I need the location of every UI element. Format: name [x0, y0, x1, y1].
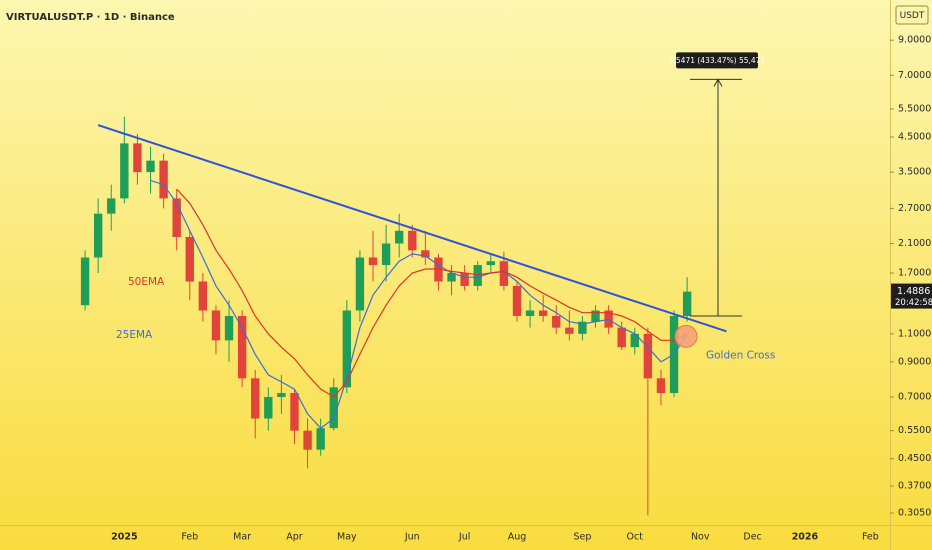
candle-body: [486, 261, 495, 266]
candle-body: [146, 160, 155, 173]
y-tick-label: 0.5500: [898, 425, 931, 436]
x-tick-label: Nov: [691, 532, 710, 543]
candle-body: [290, 393, 299, 431]
candle-body: [251, 378, 260, 419]
candle-body: [499, 261, 509, 286]
ema-line: [176, 188, 688, 398]
y-tick-label: 2.1000: [898, 238, 931, 249]
candle-body: [460, 273, 469, 286]
candle-body: [93, 213, 103, 258]
x-tick-label: Jul: [458, 532, 470, 543]
measure-label: 5.5471 (433.47%) 55,471: [669, 56, 766, 65]
countdown-label: 20:42:58: [895, 298, 932, 308]
measure-label-box: [676, 52, 758, 69]
y-tick-label: 0.3050: [898, 508, 931, 519]
candle-body: [211, 310, 221, 341]
candle-body: [421, 250, 430, 258]
candle-body: [643, 333, 653, 379]
trendline: [97, 124, 727, 333]
candle-body: [525, 310, 535, 316]
unit-label: USDT: [900, 11, 925, 21]
measure-arrowhead: [713, 78, 723, 87]
candle-body: [591, 310, 600, 322]
x-tick-label: Sep: [573, 532, 591, 543]
y-tick-label: 0.4500: [898, 453, 931, 464]
x-tick-label: Aug: [508, 532, 527, 543]
candle-body: [473, 265, 482, 286]
x-tick-label: Feb: [181, 532, 198, 543]
golden-cross-marker: [674, 324, 698, 348]
y-tick-label: 0.7000: [898, 391, 931, 402]
candle-body: [329, 387, 338, 429]
candle-body: [395, 230, 404, 244]
candle-body: [565, 327, 574, 334]
y-tick-label: 0.9000: [898, 356, 931, 367]
candle-body: [512, 285, 522, 316]
x-tick-label: 2026: [792, 532, 819, 543]
candle-body: [578, 321, 587, 334]
candle-body: [552, 315, 561, 328]
candle-body: [355, 257, 365, 311]
candle-body: [185, 237, 194, 282]
x-tick-label: Jun: [404, 532, 420, 543]
candle-body: [133, 143, 142, 173]
ema-label: 25EMA: [116, 329, 153, 341]
x-tick-label: May: [337, 532, 357, 543]
candle-body: [342, 310, 352, 388]
candle-body: [408, 230, 417, 251]
x-tick-label: Apr: [286, 532, 303, 543]
y-tick-label: 1.1000: [898, 328, 931, 339]
x-tick-label: Mar: [233, 532, 251, 543]
candle-body: [120, 143, 129, 199]
candle-body: [316, 428, 325, 450]
y-tick-label: 0.3700: [898, 481, 931, 492]
ema-line: [150, 179, 688, 430]
candle-body: [224, 315, 234, 341]
x-tick-label: Feb: [862, 532, 879, 543]
golden-cross-label: Golden Cross: [706, 349, 775, 361]
candle-body: [159, 160, 168, 199]
candle-body: [381, 243, 391, 266]
candle-body: [80, 257, 90, 306]
y-tick-label: 1.7000: [898, 268, 931, 279]
x-tick-label: Oct: [627, 532, 644, 543]
candle-body: [277, 393, 286, 397]
y-tick-label: 4.5000: [898, 132, 931, 143]
candle-body: [656, 378, 666, 394]
y-tick-label: 2.7000: [898, 203, 931, 214]
candle-body: [447, 273, 456, 282]
candle-body: [617, 327, 626, 348]
candle-body: [237, 315, 247, 379]
candle-body: [682, 291, 692, 316]
y-tick-label: 5.5000: [898, 103, 931, 114]
y-tick-label: 7.0000: [898, 70, 931, 81]
candle-body: [264, 396, 273, 419]
candle-body: [198, 281, 208, 311]
candle-body: [107, 198, 116, 214]
candle-body: [368, 257, 378, 266]
unit-box: [895, 5, 929, 25]
symbol-title: VIRTUALUSDT.P · 1D · Binance: [6, 12, 175, 23]
x-tick-label: Dec: [743, 532, 761, 543]
ema-label: 50EMA: [128, 276, 165, 288]
y-tick-label: 3.5000: [898, 167, 931, 178]
candle-body: [630, 333, 639, 348]
x-tick-label: 2025: [111, 532, 137, 543]
last-price-box: [891, 283, 932, 309]
y-tick-label: 9.0000: [898, 35, 931, 46]
candle-body: [303, 430, 312, 450]
candle-body: [538, 310, 548, 316]
last-price-label: 1.4886: [897, 286, 930, 297]
candle-body: [172, 198, 181, 238]
